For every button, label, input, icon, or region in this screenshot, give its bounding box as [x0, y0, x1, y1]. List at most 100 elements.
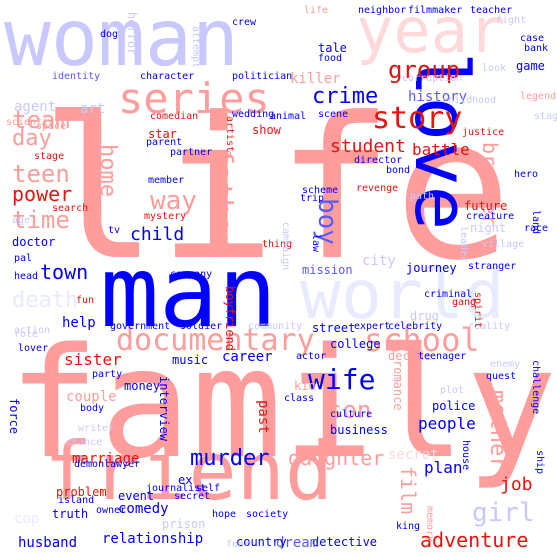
- word-past: past: [255, 400, 271, 434]
- word-reality: reality: [468, 321, 511, 332]
- word-story: story: [372, 101, 463, 136]
- word-race: race: [524, 223, 549, 234]
- word-age: age: [12, 215, 31, 226]
- word-plan: plan: [424, 458, 463, 477]
- word-star: star: [148, 127, 177, 141]
- word-teacher: teacher: [470, 5, 513, 16]
- word-agent: agent: [14, 99, 57, 115]
- word-event: event: [118, 489, 155, 503]
- word-country: country: [236, 535, 287, 549]
- word-night: night: [470, 221, 507, 235]
- word-sister: sister: [64, 350, 122, 369]
- word-attempt: attempt: [190, 26, 201, 69]
- word-adventure: adventure: [420, 528, 529, 552]
- word-way: way: [150, 186, 197, 216]
- word-writer: writer: [78, 423, 115, 434]
- word-time: time: [12, 206, 70, 234]
- word-doctor: doctor: [12, 235, 56, 249]
- word-film: film: [396, 466, 420, 515]
- word-neighbor: neighbor: [358, 5, 407, 16]
- word-day: day: [12, 126, 52, 151]
- word-relationship: relationship: [102, 531, 204, 547]
- word-dream: dream: [276, 535, 319, 551]
- word-action: action: [14, 325, 51, 336]
- word-people: people: [418, 414, 476, 433]
- word-partner: partner: [170, 147, 213, 158]
- word-street: street: [312, 321, 356, 335]
- word-horror: horror: [125, 12, 139, 56]
- word-childhood: childhood: [442, 95, 497, 106]
- word-gang: gang: [452, 297, 477, 308]
- word-stranger: stranger: [468, 261, 517, 272]
- word-family: family: [8, 315, 557, 492]
- word-crew: crew: [232, 17, 257, 28]
- word-director: director: [354, 155, 403, 166]
- word-identity: identity: [52, 71, 101, 82]
- word-corruption: corruption: [402, 73, 463, 84]
- word-enemy: enemy: [490, 359, 521, 370]
- word-house: house: [460, 440, 471, 471]
- word-village: village: [482, 239, 525, 250]
- word-body: body: [80, 403, 105, 414]
- word-killer: killer: [290, 71, 341, 87]
- word-city: city: [362, 253, 396, 269]
- word-justice: justice: [462, 127, 505, 138]
- word-legend: legend: [520, 91, 557, 102]
- word-celebrity: celebrity: [388, 321, 443, 332]
- word-son: son: [328, 396, 372, 424]
- word-owner: owner: [96, 505, 127, 516]
- word-money: money: [124, 379, 161, 393]
- word-future: future: [464, 199, 508, 213]
- word-year: year: [356, 0, 506, 67]
- word-island: island: [58, 495, 95, 506]
- word-ex: ex: [178, 473, 193, 487]
- word-company: company: [170, 269, 213, 280]
- word-drama: drama: [196, 147, 233, 161]
- word-wedding: wedding: [232, 109, 275, 120]
- word-stage: stage: [34, 151, 65, 162]
- word-culture: culture: [330, 409, 373, 420]
- word-fear: fear: [226, 539, 251, 550]
- word-friend: friend: [44, 425, 333, 518]
- word-career: career: [222, 349, 273, 365]
- word-pal: pal: [14, 253, 33, 264]
- word-town: town: [40, 260, 89, 284]
- word-artist: artist: [224, 116, 235, 153]
- word-dog: dog: [100, 29, 119, 40]
- word-death: death: [12, 288, 79, 313]
- word-actor: actor: [296, 351, 327, 362]
- word-power: power: [12, 182, 73, 206]
- word-police: police: [432, 399, 476, 413]
- word-job: job: [500, 474, 533, 495]
- word-help: help: [62, 315, 96, 331]
- word-scientist: scientist: [6, 117, 61, 128]
- word-team: team: [12, 106, 70, 134]
- word-teen: teen: [12, 160, 70, 188]
- word-student: student: [330, 136, 406, 157]
- word-tale: tale: [318, 41, 347, 55]
- word-life: life: [40, 76, 513, 304]
- word-game: game: [516, 59, 545, 73]
- word-leader: leader: [458, 226, 469, 263]
- word-look: look: [482, 63, 507, 74]
- word-filmmaker: filmmaker: [408, 5, 463, 16]
- word-spirit: spirit: [472, 292, 483, 329]
- word-campaign: campaign: [280, 222, 291, 271]
- word-daughter: daughter: [288, 446, 385, 470]
- word-king: king: [396, 521, 421, 532]
- word-prison: prison: [162, 517, 206, 531]
- word-cop: cop: [14, 511, 40, 527]
- word-scheme: scheme: [302, 185, 339, 196]
- word-mystery: mystery: [144, 211, 187, 222]
- word-marriage: marriage: [72, 451, 140, 467]
- word-hope: hope: [212, 509, 237, 520]
- word-problem: problem: [56, 485, 107, 499]
- word-girl: girl: [472, 498, 535, 528]
- word-thing: thing: [262, 239, 293, 250]
- word-decade: decade: [388, 349, 432, 363]
- word-child: child: [130, 224, 185, 245]
- word-father: father: [206, 148, 239, 250]
- word-force: force: [7, 398, 21, 435]
- word-soldier: soldier: [180, 321, 223, 332]
- word-bond: bond: [386, 165, 411, 176]
